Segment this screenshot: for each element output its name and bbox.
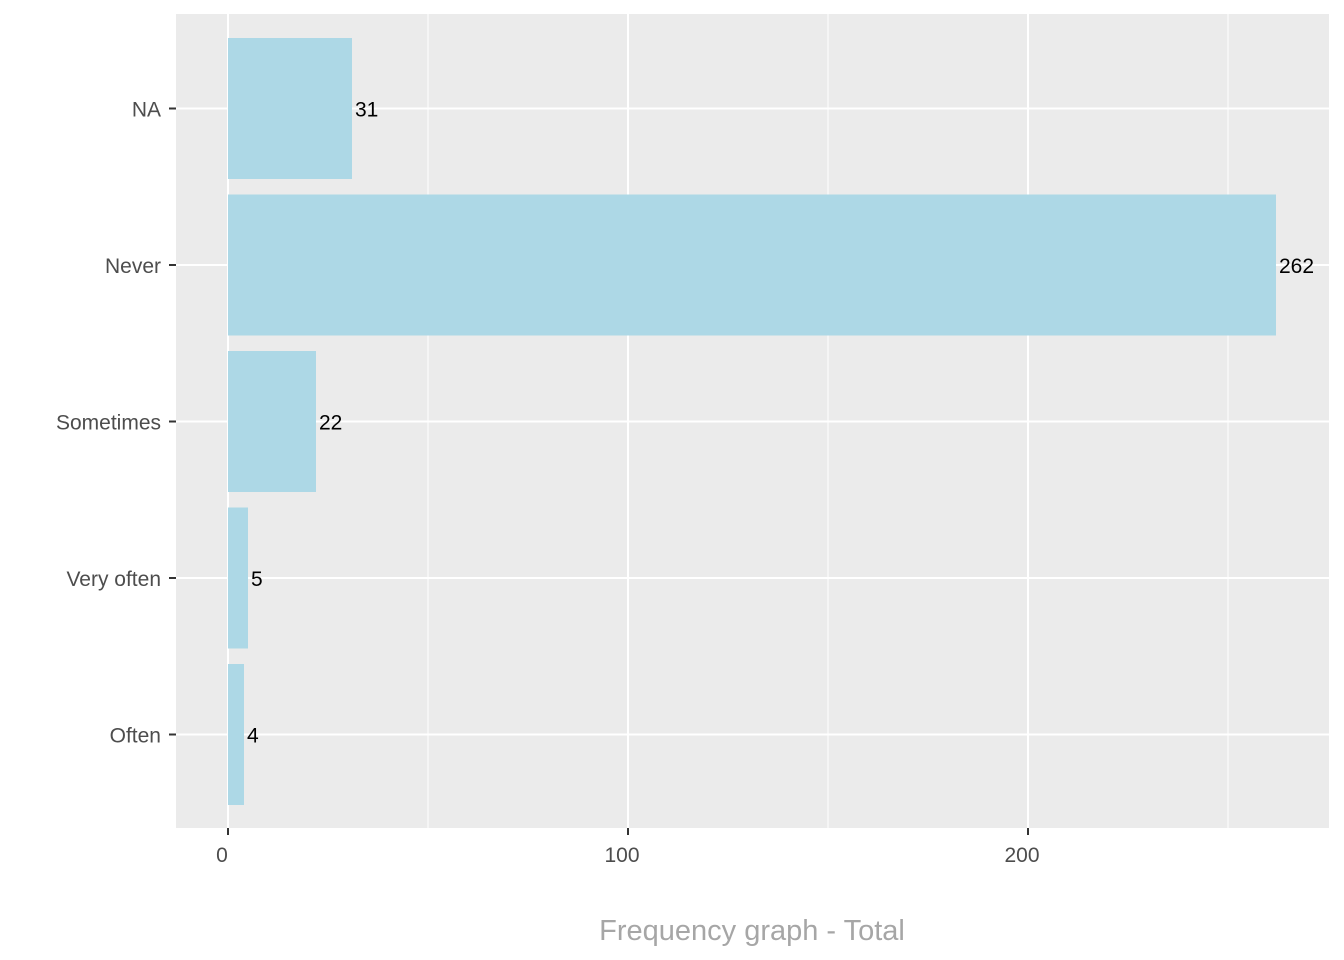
bar-value-label: 22	[319, 412, 342, 435]
bar-value-label: 4	[247, 725, 259, 748]
x-axis-title: Frequency graph - Total	[599, 915, 905, 947]
y-tick-label: Very often	[66, 568, 161, 591]
x-tick-label: 0	[216, 844, 228, 867]
x-tick-label: 100	[604, 844, 639, 867]
x-tick-label: 200	[1004, 844, 1039, 867]
bar	[228, 351, 316, 492]
bar-value-label: 31	[355, 99, 378, 122]
y-tick-label: NA	[132, 99, 161, 122]
y-axis: NA Never Sometimes Very often Often	[56, 99, 176, 748]
bar	[228, 664, 244, 805]
bar	[228, 194, 1276, 336]
y-tick-label: Often	[110, 725, 161, 748]
bars	[228, 38, 1276, 805]
bar	[228, 507, 248, 649]
bar	[228, 38, 352, 179]
bar-value-labels: 31 262 22 5 4	[247, 99, 1314, 748]
x-axis: 0 100 200	[216, 828, 1040, 867]
bar-value-label: 5	[251, 568, 263, 591]
bar-value-label: 262	[1279, 255, 1314, 278]
y-tick-label: Never	[105, 255, 161, 278]
y-tick-label: Sometimes	[56, 412, 161, 435]
